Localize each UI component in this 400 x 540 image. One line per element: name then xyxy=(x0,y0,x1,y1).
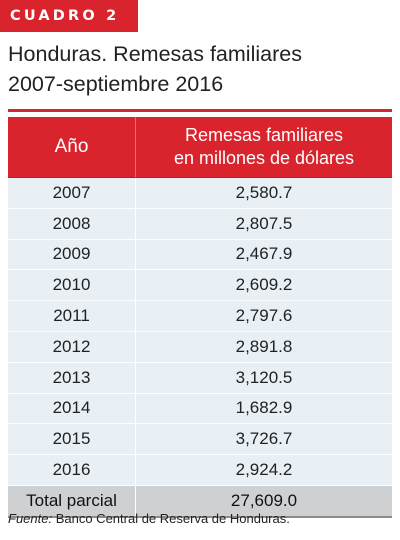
total-label: Total parcial xyxy=(8,485,136,516)
cell-value: 1,682.9 xyxy=(235,398,293,418)
cell-year: 2007 xyxy=(8,178,136,208)
header-remittances-line1: Remesas familiares xyxy=(184,125,344,145)
table-row: 2014 1,682.9 xyxy=(8,393,392,425)
table-title-line1: Honduras. Remesas familiares xyxy=(8,42,302,66)
cell-value: 2,609.2 xyxy=(235,275,293,295)
table-title: Honduras. Remesas familiares 2007-septie… xyxy=(8,39,393,99)
total-row: Total parcial 27,609.0 xyxy=(8,485,392,518)
table-row: 2007 2,580.7 xyxy=(8,178,392,209)
cell-year: 2014 xyxy=(8,393,136,424)
remittances-table: Año Remesas familiares en millones de dó… xyxy=(8,117,392,518)
table-row: 2008 2,807.5 xyxy=(8,208,392,240)
source-label: Fuente: xyxy=(8,511,53,526)
cell-year: 2009 xyxy=(8,239,136,270)
cell-year: 2011 xyxy=(8,301,136,331)
title-divider xyxy=(8,109,392,112)
table-row: 2016 2,924.2 xyxy=(8,455,392,486)
table-row: 2011 2,797.6 xyxy=(8,301,392,332)
cell-year: 2008 xyxy=(8,208,136,239)
table-row: 2015 3,726.7 xyxy=(8,424,392,456)
header-remittances-line2: en millones de dólares xyxy=(173,148,355,168)
source-note: Fuente: Banco Central de Reserva de Hond… xyxy=(8,511,290,526)
source-text: Banco Central de Reserva de Honduras. xyxy=(52,511,290,526)
header-remittances: Remesas familiares en millones de dólare… xyxy=(136,117,392,177)
table-title-line2: 2007-septiembre 2016 xyxy=(8,72,224,96)
cell-year: 2013 xyxy=(8,362,136,393)
total-value: 27,609.0 xyxy=(230,490,298,510)
cell-year: 2015 xyxy=(8,424,136,455)
cell-value: 2,467.9 xyxy=(235,244,293,264)
cell-value: 2,891.8 xyxy=(235,336,293,356)
cell-value: 2,807.5 xyxy=(235,213,293,233)
table-number-badge: CUADRO 2 xyxy=(0,0,138,32)
cell-value: 3,726.7 xyxy=(235,429,293,449)
table-row: 2013 3,120.5 xyxy=(8,362,392,394)
table-row: 2009 2,467.9 xyxy=(8,239,392,271)
cell-year: 2010 xyxy=(8,270,136,301)
table-row: 2012 2,891.8 xyxy=(8,331,392,363)
table-header: Año Remesas familiares en millones de dó… xyxy=(8,117,392,178)
cell-year: 2012 xyxy=(8,331,136,362)
header-year: Año xyxy=(8,117,136,177)
table-row: 2010 2,609.2 xyxy=(8,270,392,302)
cell-value: 2,797.6 xyxy=(235,306,293,326)
cell-value: 3,120.5 xyxy=(235,367,293,387)
cell-value: 2,580.7 xyxy=(235,182,293,202)
cell-value: 2,924.2 xyxy=(235,460,293,480)
cell-year: 2016 xyxy=(8,455,136,485)
